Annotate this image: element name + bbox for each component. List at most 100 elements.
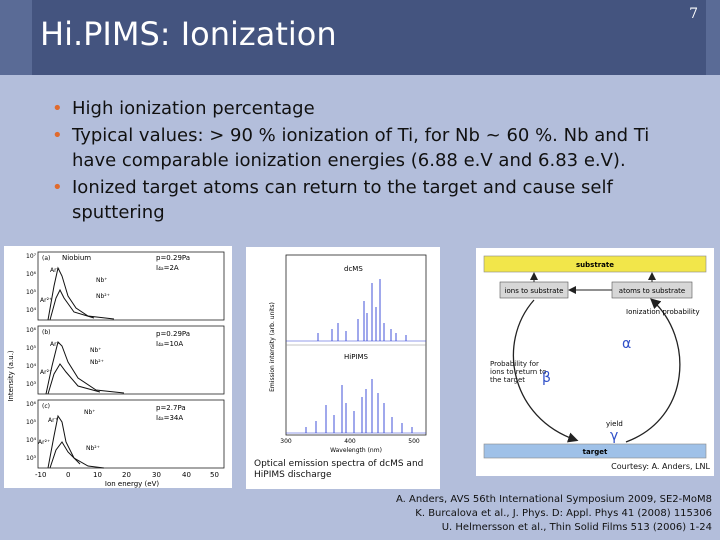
y-tick: 10⁴ xyxy=(26,307,37,314)
cycle-diagram: substrate ions to substrate atoms to sub… xyxy=(483,255,707,459)
species-label: Ar²⁺ xyxy=(38,439,50,446)
species-label: Nb⁺ xyxy=(90,347,101,354)
title-bar: Hi.PIMS: Ionization 7 xyxy=(0,0,720,75)
nb-panel-a: 10⁷ 10⁶ 10⁵ 10⁴ (a) Niobium p=0.29Pa I₄ₐ… xyxy=(26,251,225,321)
x-tick: 500 xyxy=(408,438,420,445)
target-bar xyxy=(483,443,707,459)
y-tick: 10³ xyxy=(26,455,37,462)
energy-curve xyxy=(45,341,125,395)
bullet-dot-icon: • xyxy=(52,125,63,146)
nb-ylabel: Intensity (a.u.) xyxy=(7,350,15,402)
energy-curve xyxy=(49,288,95,321)
x-tick: 0 xyxy=(66,471,70,479)
panel-tag: (c) xyxy=(42,403,50,410)
hipims-spectrum xyxy=(286,379,426,434)
gamma-symbol: γ xyxy=(610,428,618,444)
nb-ion-energy-plot: Intensity (a.u.) 10⁷ 10⁶ 10⁵ 10⁴ (a) Nio… xyxy=(7,251,225,488)
y-tick: 10⁵ xyxy=(26,289,37,296)
yield-label: yield xyxy=(606,420,623,428)
panel-pressure: p=0.29Pa xyxy=(156,254,190,262)
bullet-dot-icon: • xyxy=(52,98,63,119)
nb-x-axis: -10 0 10 20 30 40 50 Ion energy (eV) xyxy=(35,471,219,488)
x-tick: 40 xyxy=(182,471,191,479)
reference-line: K. Burcalova et al., J. Phys. D: Appl. P… xyxy=(415,508,712,519)
species-label: Ar⁺ xyxy=(50,267,60,274)
ions-to-substrate-label: ions to substrate xyxy=(505,287,564,295)
panel-tag: (b) xyxy=(42,329,51,336)
oes-plot: Emission intensity (arb. units) dcMS HiP… xyxy=(269,254,427,454)
cycle-arc xyxy=(625,298,681,443)
bullet-dot-icon: • xyxy=(52,177,63,198)
bullet-item: • High ionization percentage xyxy=(52,96,692,121)
x-tick: 10 xyxy=(93,471,102,479)
beta-symbol: β xyxy=(542,370,551,386)
panel-current: I₄ₐ=10A xyxy=(156,340,183,348)
nb-ion-energy-figure: Intensity (a.u.) 10⁷ 10⁶ 10⁵ 10⁴ (a) Nio… xyxy=(4,246,232,488)
ionization-probability-label: Ionization probability xyxy=(626,308,700,316)
panel-tag: (a) xyxy=(42,255,50,262)
species-label: Nb⁺ xyxy=(84,409,95,416)
bullet-text: Typical values: > 90 % ionization of Ti,… xyxy=(72,125,650,171)
substrate-bar xyxy=(483,255,707,273)
species-label: Nb²⁺ xyxy=(86,445,100,452)
substrate-label: substrate xyxy=(576,261,614,269)
nb-panel-c: 10⁶ 10⁵ 10⁴ 10³ (c) p=2.7Pa I₄ₐ=34A Ar⁺ … xyxy=(26,399,225,469)
oes-dcms-label: dcMS xyxy=(344,265,363,273)
energy-curve xyxy=(47,266,115,321)
panel-title: Niobium xyxy=(62,254,91,262)
target-label: target xyxy=(583,448,608,456)
nb-xlabel: Ion energy (eV) xyxy=(105,480,159,488)
x-tick: 30 xyxy=(152,471,161,479)
species-label: Nb⁺ xyxy=(96,277,107,284)
panel-pressure: p=2.7Pa xyxy=(156,404,186,412)
energy-curve xyxy=(47,363,101,395)
species-label: Nb²⁺ xyxy=(96,293,110,300)
energy-curve xyxy=(49,441,81,469)
x-tick: 20 xyxy=(122,471,131,479)
y-tick: 10⁴ xyxy=(26,437,37,444)
y-tick: 10³ xyxy=(26,381,37,388)
slide-number: 7 xyxy=(689,6,698,22)
alpha-symbol: α xyxy=(622,336,631,352)
bullet-text: Ionized target atoms can return to the t… xyxy=(72,177,613,223)
y-tick: 10⁵ xyxy=(26,419,37,426)
bullet-item: • Ionized target atoms can return to the … xyxy=(52,175,692,225)
nb-panel-b: 10⁶ 10⁵ 10⁴ 10³ (b) p=0.29Pa I₄ₐ=10A Ar⁺… xyxy=(26,325,225,395)
atoms-to-substrate-label: atoms to substrate xyxy=(619,287,685,295)
species-label: Ar²⁺ xyxy=(40,369,52,376)
x-tick: 400 xyxy=(344,438,356,445)
oes-figure: Emission intensity (arb. units) dcMS HiP… xyxy=(246,247,440,489)
oes-hipims-label: HiPIMS xyxy=(344,353,369,361)
nb-panel-frame xyxy=(37,251,225,321)
title-bar-stripe-right xyxy=(706,0,720,75)
y-tick: 10⁷ xyxy=(26,253,37,260)
y-tick: 10⁴ xyxy=(26,363,37,370)
x-tick: 300 xyxy=(280,438,292,445)
cycle-arc xyxy=(512,299,579,443)
dcms-spectrum xyxy=(286,279,426,342)
y-tick: 10⁶ xyxy=(26,401,37,408)
courtesy-caption: Courtesy: A. Anders, LNL xyxy=(611,462,710,471)
self-sputter-cycle-figure: substrate ions to substrate atoms to sub… xyxy=(476,248,714,476)
bullet-item: • Typical values: > 90 % ionization of Ti… xyxy=(52,123,692,173)
nb-panel-frame xyxy=(37,399,225,469)
x-tick: 50 xyxy=(210,471,219,479)
nb-panel-frame xyxy=(37,325,225,395)
oes-caption: Optical emission spectra of dcMS and HiP… xyxy=(254,459,424,480)
title-bar-stripe-left xyxy=(0,0,32,75)
panel-pressure: p=0.29Pa xyxy=(156,330,190,338)
panel-current: I₄ₐ=34A xyxy=(156,414,183,422)
bullet-list: • High ionization percentage • Typical val… xyxy=(52,96,692,227)
oes-ylabel: Emission intensity (arb. units) xyxy=(269,302,276,392)
y-tick: 10⁶ xyxy=(26,271,37,278)
bullet-text: High ionization percentage xyxy=(72,98,315,119)
species-label: Ar²⁺ xyxy=(40,297,52,304)
panel-current: I₄ₐ=2A xyxy=(156,264,179,272)
species-label: Ar⁺ xyxy=(50,341,60,348)
oes-xlabel: Wavelength (nm) xyxy=(330,447,382,454)
reference-line: A. Anders, AVS 56th International Sympos… xyxy=(395,494,712,505)
references: A. Anders, AVS 56th International Sympos… xyxy=(396,493,712,535)
x-tick: -10 xyxy=(35,471,46,479)
y-tick: 10⁶ xyxy=(26,327,37,334)
species-label: Ar⁺ xyxy=(48,417,58,424)
